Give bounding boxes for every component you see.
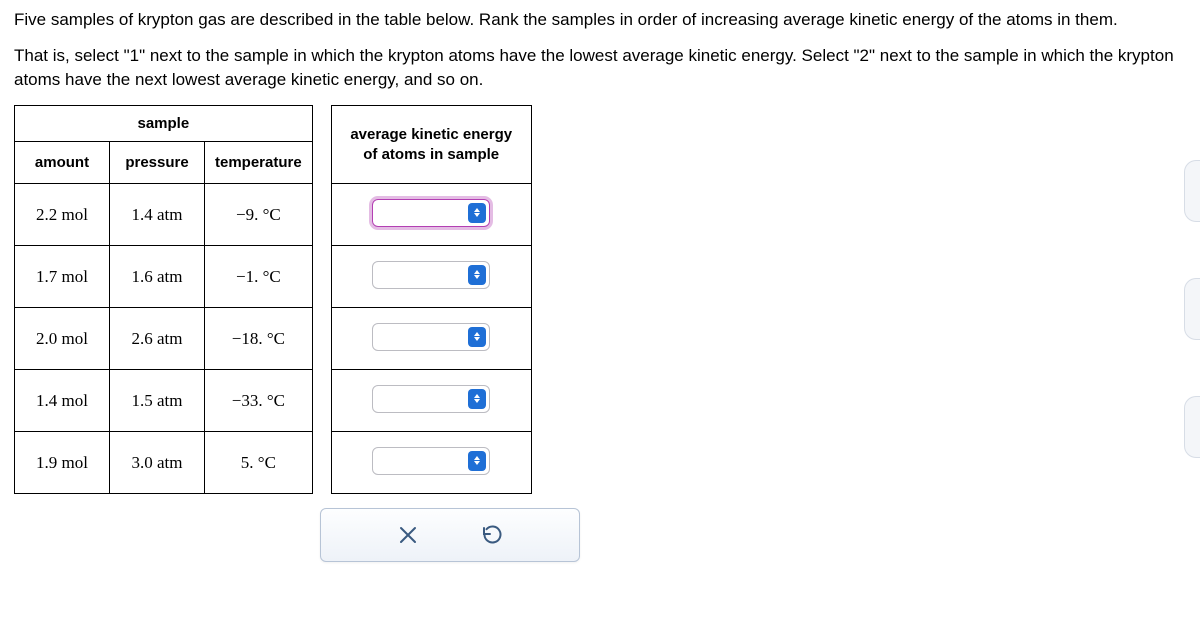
- header-amount: amount: [15, 142, 110, 184]
- tables-row: sample amount pressure temperature 2.2 m…: [14, 105, 1186, 494]
- header-sample: sample: [15, 106, 313, 142]
- rank-select[interactable]: [372, 261, 490, 289]
- rank-select[interactable]: [372, 199, 490, 227]
- sample-table: sample amount pressure temperature 2.2 m…: [14, 105, 313, 494]
- question-text: Five samples of krypton gas are describe…: [14, 8, 1186, 91]
- select-value: [373, 448, 468, 474]
- side-buttons: [1184, 160, 1200, 458]
- table-row: 2.2 mol1.4 atm−9. °C: [15, 184, 313, 246]
- side-pill-3[interactable]: [1184, 396, 1200, 458]
- cell-pressure: 1.4 atm: [110, 184, 205, 246]
- cell-ke-select: [331, 432, 531, 494]
- stepper-icon: [468, 389, 486, 409]
- cell-amount: 1.7 mol: [15, 246, 110, 308]
- ke-table: average kinetic energy of atoms in sampl…: [331, 105, 532, 494]
- cell-temperature: −18. °C: [205, 308, 313, 370]
- table-row: [331, 308, 531, 370]
- table-row: [331, 246, 531, 308]
- cell-temperature: 5. °C: [205, 432, 313, 494]
- table-row: [331, 184, 531, 246]
- table-row: [331, 370, 531, 432]
- table-row: [331, 432, 531, 494]
- table-row: 1.9 mol3.0 atm5. °C: [15, 432, 313, 494]
- side-pill-2[interactable]: [1184, 278, 1200, 340]
- cell-temperature: −1. °C: [205, 246, 313, 308]
- stepper-icon: [468, 451, 486, 471]
- stepper-icon: [468, 203, 486, 223]
- cell-ke-select: [331, 246, 531, 308]
- question-para-1: Five samples of krypton gas are describe…: [14, 8, 1186, 32]
- reset-button[interactable]: [480, 523, 504, 547]
- cell-amount: 1.4 mol: [15, 370, 110, 432]
- table-row: 1.4 mol1.5 atm−33. °C: [15, 370, 313, 432]
- cell-temperature: −9. °C: [205, 184, 313, 246]
- table-row: 2.0 mol2.6 atm−18. °C: [15, 308, 313, 370]
- stepper-icon: [468, 265, 486, 285]
- header-temperature: temperature: [205, 142, 313, 184]
- cell-pressure: 3.0 atm: [110, 432, 205, 494]
- cell-pressure: 1.5 atm: [110, 370, 205, 432]
- side-pill-1[interactable]: [1184, 160, 1200, 222]
- header-pressure: pressure: [110, 142, 205, 184]
- stepper-icon: [468, 327, 486, 347]
- cell-ke-select: [331, 184, 531, 246]
- header-ke: average kinetic energy of atoms in sampl…: [331, 106, 531, 184]
- rank-select[interactable]: [372, 447, 490, 475]
- clear-button[interactable]: [396, 523, 420, 547]
- select-value: [373, 262, 468, 288]
- rank-select[interactable]: [372, 323, 490, 351]
- select-value: [373, 200, 468, 226]
- cell-amount: 2.0 mol: [15, 308, 110, 370]
- select-value: [373, 386, 468, 412]
- cell-ke-select: [331, 308, 531, 370]
- cell-amount: 1.9 mol: [15, 432, 110, 494]
- cell-amount: 2.2 mol: [15, 184, 110, 246]
- close-icon: [396, 523, 420, 547]
- control-bar: [320, 508, 580, 562]
- table-row: 1.7 mol1.6 atm−1. °C: [15, 246, 313, 308]
- question-para-2: That is, select "1" next to the sample i…: [14, 44, 1186, 92]
- cell-pressure: 2.6 atm: [110, 308, 205, 370]
- undo-icon: [480, 523, 504, 547]
- cell-temperature: −33. °C: [205, 370, 313, 432]
- select-value: [373, 324, 468, 350]
- cell-pressure: 1.6 atm: [110, 246, 205, 308]
- cell-ke-select: [331, 370, 531, 432]
- rank-select[interactable]: [372, 385, 490, 413]
